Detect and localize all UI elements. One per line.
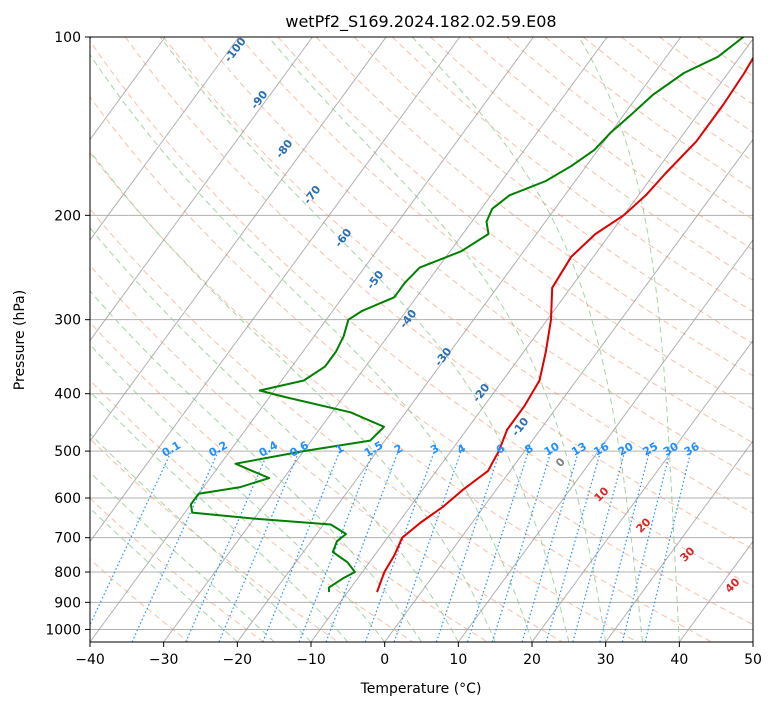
dry-adiabat	[239, 37, 753, 444]
y-tick-label: 200	[54, 208, 81, 224]
x-tick-label: 0	[380, 652, 389, 668]
mixing-ratio-line	[466, 450, 530, 642]
moist-adiabat	[90, 471, 275, 642]
dry-adiabat	[90, 96, 753, 626]
mixing-ratio-line	[621, 450, 671, 642]
moist-adiabat	[90, 290, 422, 642]
dry-adiabat	[90, 321, 488, 642]
dry-adiabat	[90, 264, 563, 642]
y-tick-label: 1000	[45, 622, 81, 638]
y-tick-label: 100	[54, 30, 81, 46]
mixing-ratio-line	[491, 450, 552, 642]
isotherm	[605, 440, 753, 642]
y-tick-label: 700	[54, 531, 81, 547]
x-tick-label: 20	[523, 652, 541, 668]
moist-adiabat	[578, 37, 680, 642]
isotherm	[310, 38, 753, 642]
x-tick-label: 50	[744, 652, 762, 668]
isotherm	[384, 138, 753, 642]
moist-adiabat	[90, 227, 459, 642]
isotherm	[90, 37, 240, 241]
y-axis: 100 200 300 400 500 600 700 800 900 1000	[45, 30, 90, 638]
mixing-ratio-line	[218, 450, 300, 642]
moist-adiabat	[90, 507, 238, 642]
y-tick-label: 300	[54, 313, 81, 329]
moist-adiabat	[90, 390, 349, 642]
plot-frame	[89, 36, 754, 643]
mixing-ratio-line	[131, 450, 219, 642]
x-axis: −40 −30 −20 −10 0 10 20 30 40 50	[75, 642, 762, 668]
mixing-ratio-line	[364, 450, 436, 642]
y-tick-label: 600	[54, 491, 81, 507]
x-tick-label: −40	[75, 652, 105, 668]
mixing-ratio-line	[545, 450, 602, 642]
moist-adiabat	[411, 37, 643, 642]
y-tick-label: 800	[54, 565, 81, 581]
dry-adiabat	[201, 37, 753, 479]
dry-adiabat	[90, 40, 753, 588]
isotherm	[90, 37, 166, 141]
moist-adiabat	[268, 37, 607, 642]
mixing-ratio-line	[599, 450, 651, 642]
x-tick-label: 40	[670, 652, 688, 668]
mixing-ratio-line	[521, 450, 580, 642]
temperature-profile	[376, 56, 753, 593]
x-tick-label: 30	[597, 652, 615, 668]
isotherm	[90, 37, 387, 442]
chart-title: wetPf2_S169.2024.182.02.59.E08	[285, 12, 556, 32]
mixing-ratio-line	[644, 450, 692, 642]
moist-adiabat	[90, 53, 533, 642]
x-tick-label: −10	[296, 652, 326, 668]
mixing-ratio-line	[90, 450, 173, 626]
x-tick-label: 10	[449, 652, 467, 668]
sounding-profiles	[189, 37, 753, 593]
dewpoint-profile	[189, 37, 745, 593]
dry-adiabat	[90, 152, 712, 642]
mixing-ratio-line	[435, 450, 501, 642]
moist-adiabat	[90, 150, 496, 642]
isotherm	[90, 37, 313, 342]
isotherm	[163, 37, 608, 642]
dry-adiabat	[163, 37, 753, 514]
isotherm	[90, 37, 534, 642]
y-tick-label: 900	[54, 595, 81, 611]
x-tick-label: −30	[149, 652, 179, 668]
x-axis-label: Temperature (°C)	[360, 681, 482, 697]
isotherm	[457, 239, 753, 642]
y-tick-label: 500	[54, 444, 81, 460]
mixing-ratio-line	[393, 450, 462, 642]
x-tick-label: −20	[223, 652, 253, 668]
y-tick-label: 400	[54, 387, 81, 403]
dry-adiabat	[90, 208, 638, 642]
mixing-ratio-line	[572, 450, 626, 642]
moist-adiabat	[159, 37, 570, 642]
isotherm	[531, 339, 753, 642]
y-axis-label: Pressure (hPa)	[12, 290, 28, 390]
